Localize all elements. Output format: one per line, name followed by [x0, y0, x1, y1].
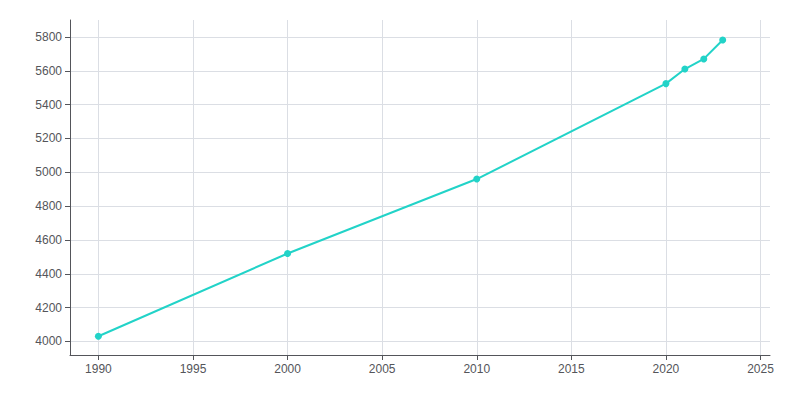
svg-text:5600: 5600 — [35, 64, 62, 78]
svg-text:5800: 5800 — [35, 30, 62, 44]
svg-text:2025: 2025 — [747, 362, 774, 376]
svg-text:1995: 1995 — [180, 362, 207, 376]
svg-text:2000: 2000 — [274, 362, 301, 376]
svg-text:2015: 2015 — [558, 362, 585, 376]
svg-text:2020: 2020 — [653, 362, 680, 376]
svg-text:4000: 4000 — [35, 334, 62, 348]
svg-text:5000: 5000 — [35, 165, 62, 179]
svg-text:4400: 4400 — [35, 267, 62, 281]
svg-text:1990: 1990 — [85, 362, 112, 376]
svg-text:4200: 4200 — [35, 301, 62, 315]
svg-text:2005: 2005 — [369, 362, 396, 376]
svg-text:4600: 4600 — [35, 233, 62, 247]
svg-text:5200: 5200 — [35, 131, 62, 145]
svg-text:2010: 2010 — [463, 362, 490, 376]
svg-text:5400: 5400 — [35, 98, 62, 112]
svg-text:4800: 4800 — [35, 199, 62, 213]
